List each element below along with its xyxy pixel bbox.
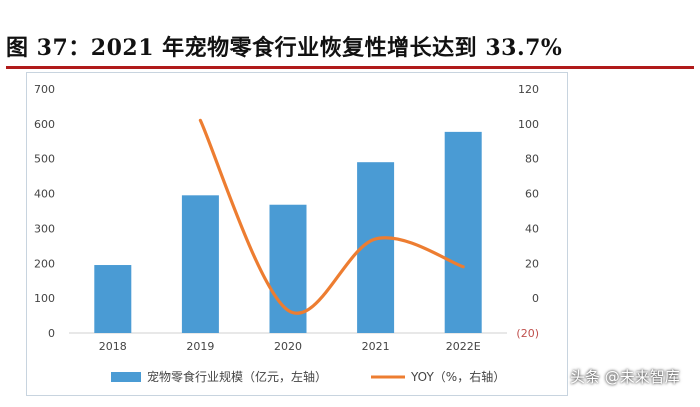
- left-axis-tick-label: 0: [48, 327, 55, 340]
- left-axis-tick-label: 600: [34, 118, 55, 131]
- right-axis-tick-label: (20): [516, 327, 539, 340]
- right-axis-tick-label: 100: [518, 118, 539, 131]
- chart: 0 100 200 300 400 500 600 700 (20) 0 20 40 60 80 100 12…: [34, 83, 539, 384]
- category-label: 2020: [274, 340, 302, 353]
- title-divider: [6, 66, 694, 69]
- chart-frame: 0 100 200 300 400 500 600 700 (20) 0 20 40 60 80 100 12…: [26, 72, 568, 396]
- watermark: 头条 @未来智库: [570, 368, 680, 386]
- figure-title: 图 37：2021 年宠物零食行业恢复性增长达到 33.7%: [6, 35, 563, 61]
- legend-label-line: YOY（%，右轴）: [410, 369, 505, 384]
- yoy-line: [198, 118, 465, 315]
- left-axis-tick-label: 400: [34, 188, 55, 201]
- right-axis-tick-label: 40: [525, 222, 539, 235]
- bar-2019: [181, 195, 219, 333]
- right-axis-tick-label: 60: [525, 188, 539, 201]
- right-axis-tick-label: 0: [532, 292, 539, 305]
- left-axis-tick-label: 700: [34, 83, 55, 96]
- left-axis-tick-label: 100: [34, 292, 55, 305]
- right-axis-tick-label: 80: [525, 153, 539, 166]
- legend-swatch-bar: [111, 372, 141, 382]
- category-label: 2021: [362, 340, 390, 353]
- left-axis-tick-label: 500: [34, 153, 55, 166]
- category-label: 2018: [99, 340, 127, 353]
- left-axis-tick-label: 300: [34, 222, 55, 235]
- bar-2018: [94, 265, 132, 333]
- bar-2022E: [444, 131, 482, 333]
- legend-label-bar: 宠物零食行业规模（亿元，左轴）: [147, 369, 327, 384]
- category-label: 2022E: [446, 340, 481, 353]
- category-label: 2019: [186, 340, 214, 353]
- right-axis-tick-label: 120: [518, 83, 539, 96]
- right-axis-tick-label: 20: [525, 257, 539, 270]
- left-axis-tick-label: 200: [34, 257, 55, 270]
